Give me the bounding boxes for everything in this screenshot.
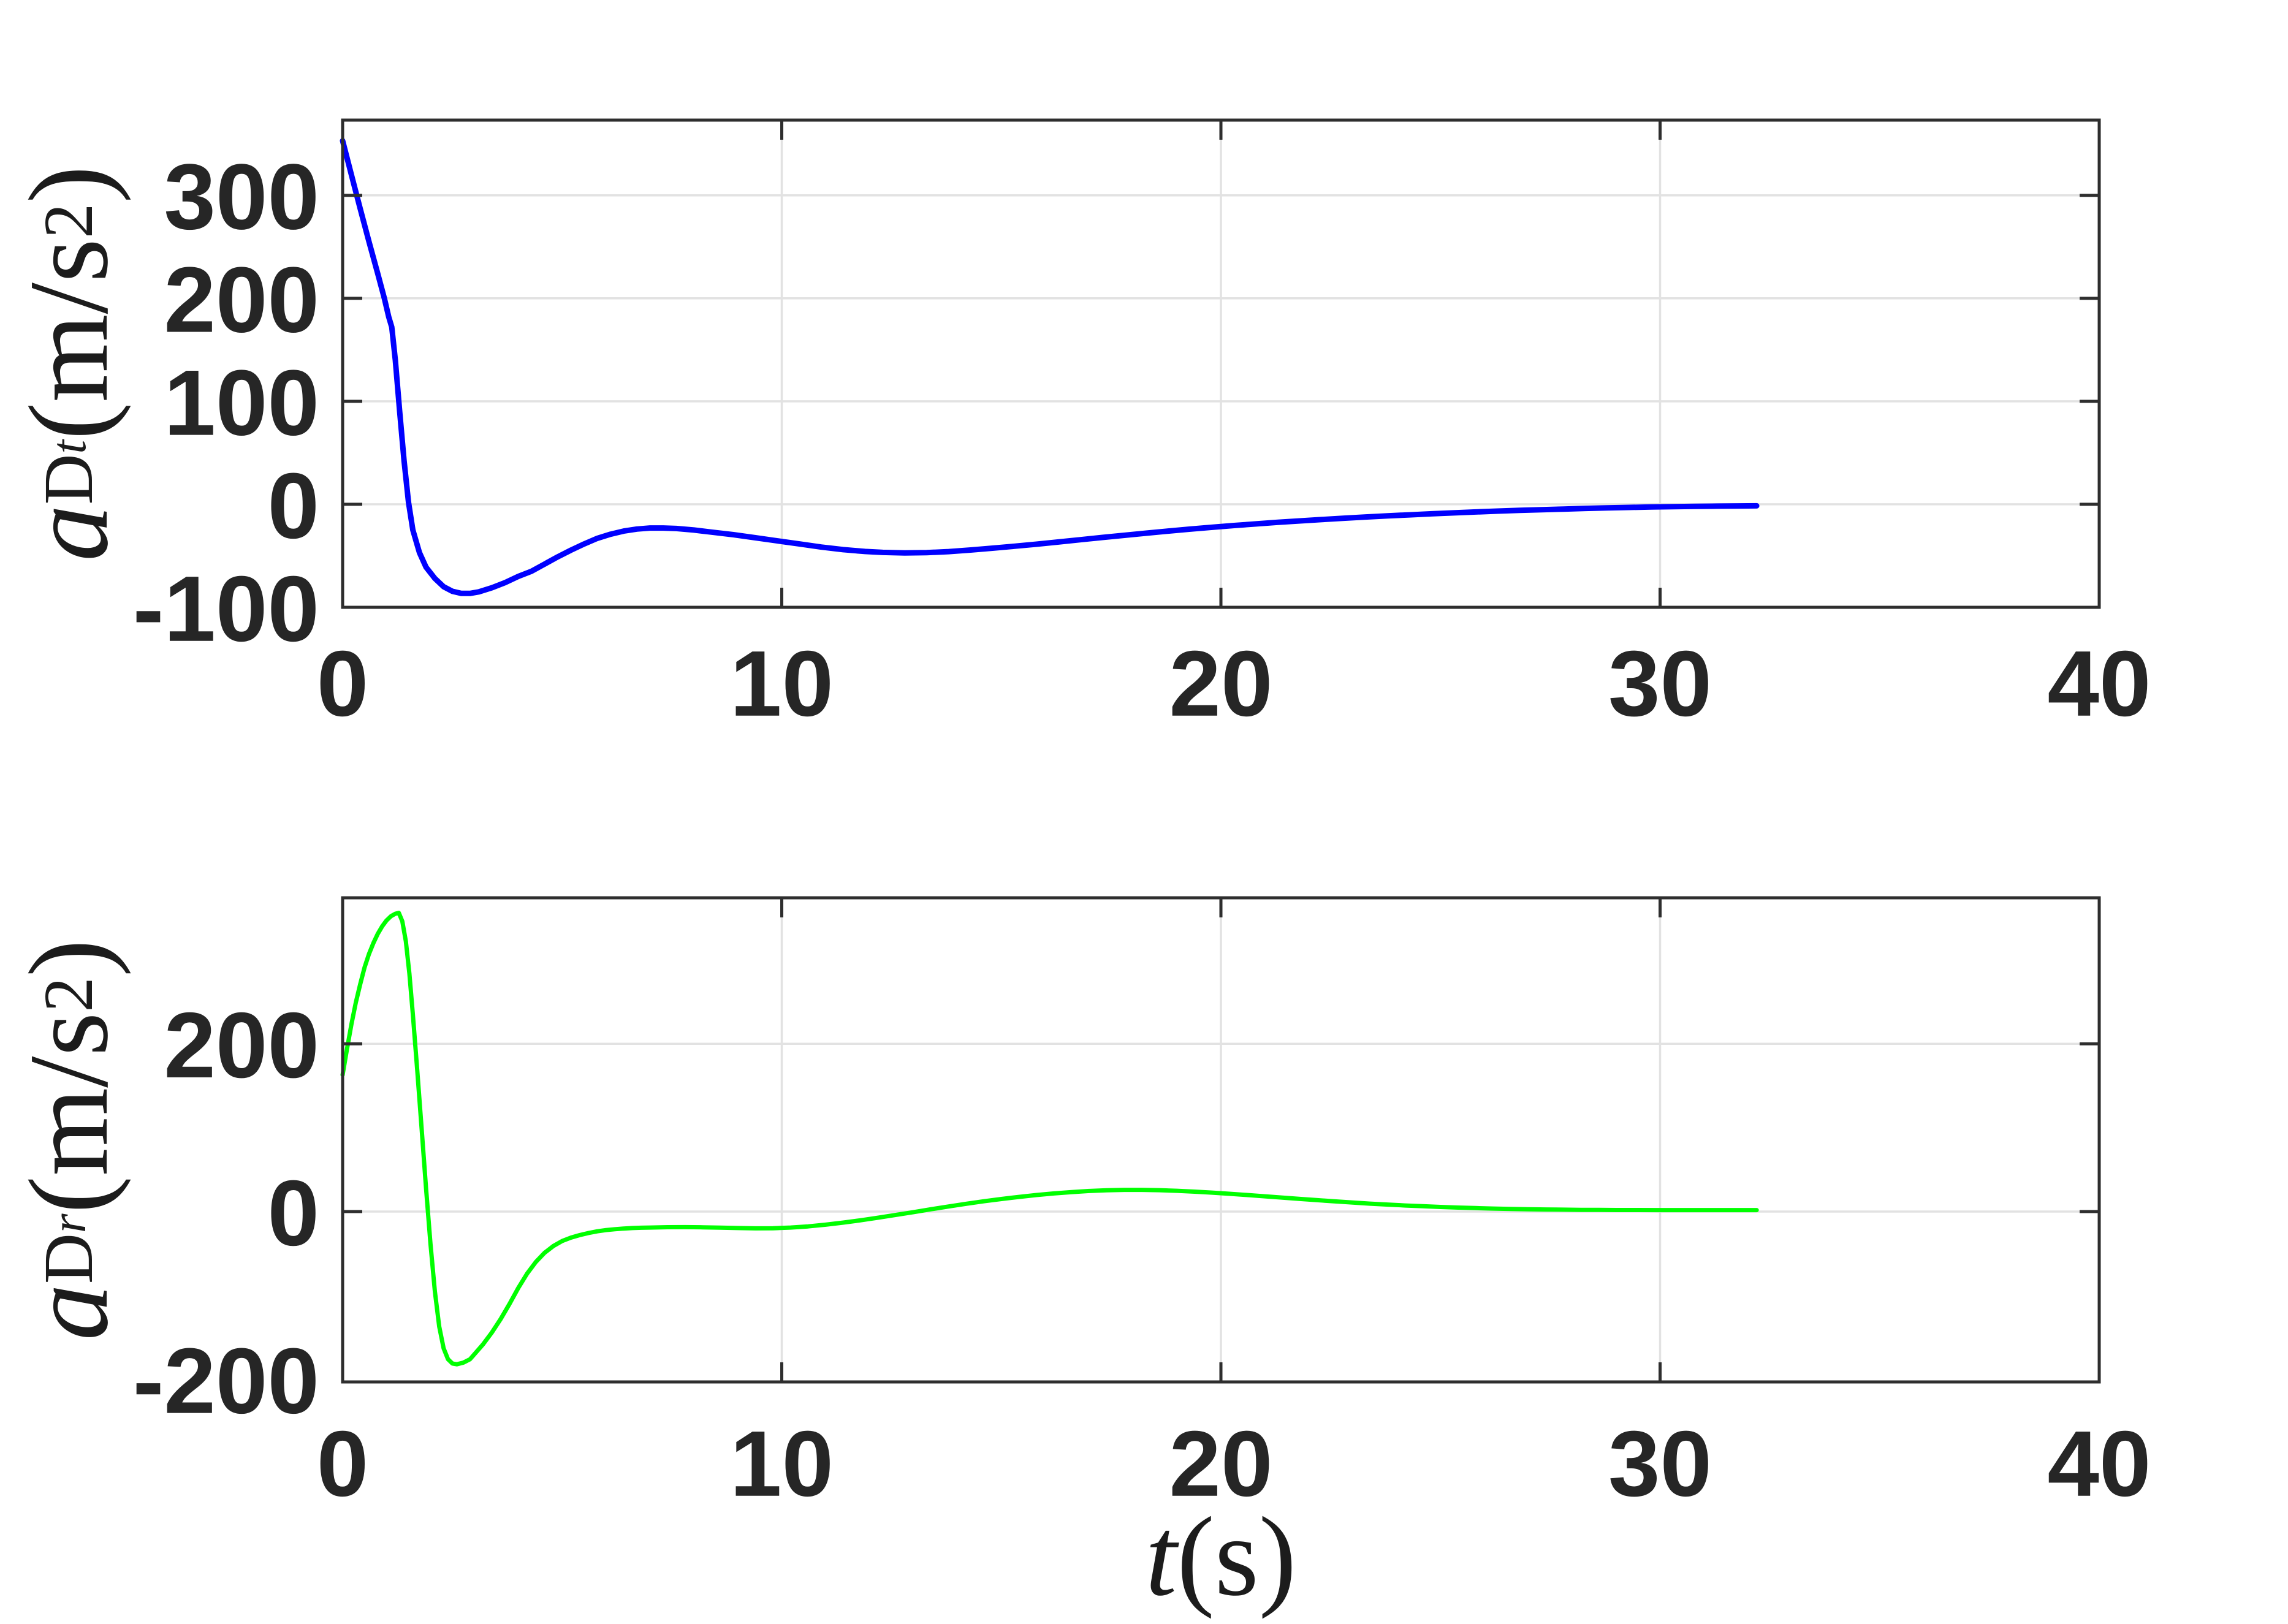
axis-label-segment: 2: [29, 977, 107, 1012]
series-line-a_Dt: [340, 138, 1760, 596]
y-tick-label: 0: [267, 1161, 319, 1265]
y-tick-label: 200: [164, 248, 319, 352]
x-tick-label: 0: [317, 632, 369, 736]
axis-label-segment: a: [6, 1283, 132, 1341]
y-tick-label: 0: [267, 454, 319, 558]
axis-label-segment: t: [1145, 1493, 1177, 1620]
y-tick-label: -200: [133, 1329, 319, 1433]
x-tick-label: 0: [317, 1412, 369, 1516]
y-tick-label: 200: [164, 993, 319, 1098]
axis-label-segment: a: [6, 504, 132, 561]
x-axis-label: t (s): [792, 1477, 1650, 1624]
axis-label-segment: ): [6, 165, 132, 203]
axis-label-segment: (s): [1177, 1493, 1297, 1620]
y-tick-label: 100: [164, 351, 319, 455]
x-tick-label: 20: [1169, 1412, 1272, 1516]
x-tick-label: 30: [1608, 632, 1712, 736]
x-tick-label: 40: [2047, 632, 2151, 736]
axis-label-segment: (m/s: [6, 1012, 132, 1214]
axis-label-segment: t: [40, 439, 97, 454]
x-tick-label: 30: [1608, 1412, 1712, 1516]
y-tick-label: 300: [164, 145, 319, 249]
x-tick-label: 10: [730, 1412, 834, 1516]
axis-label-segment: r: [40, 1213, 97, 1234]
x-tick-label: 40: [2047, 1412, 2151, 1516]
x-tick-label: 10: [730, 632, 834, 736]
axis-label-segment: 2: [29, 203, 107, 239]
axis-label-segment: D: [29, 1233, 107, 1284]
axis-label-segment: D: [29, 453, 107, 505]
y-tick-label: -100: [133, 557, 319, 661]
axis-label-segment: ): [6, 939, 132, 977]
series-line-a_Dr: [340, 911, 1759, 1367]
axis-label-segment: (m/s: [6, 238, 132, 440]
x-tick-label: 20: [1169, 632, 1272, 736]
